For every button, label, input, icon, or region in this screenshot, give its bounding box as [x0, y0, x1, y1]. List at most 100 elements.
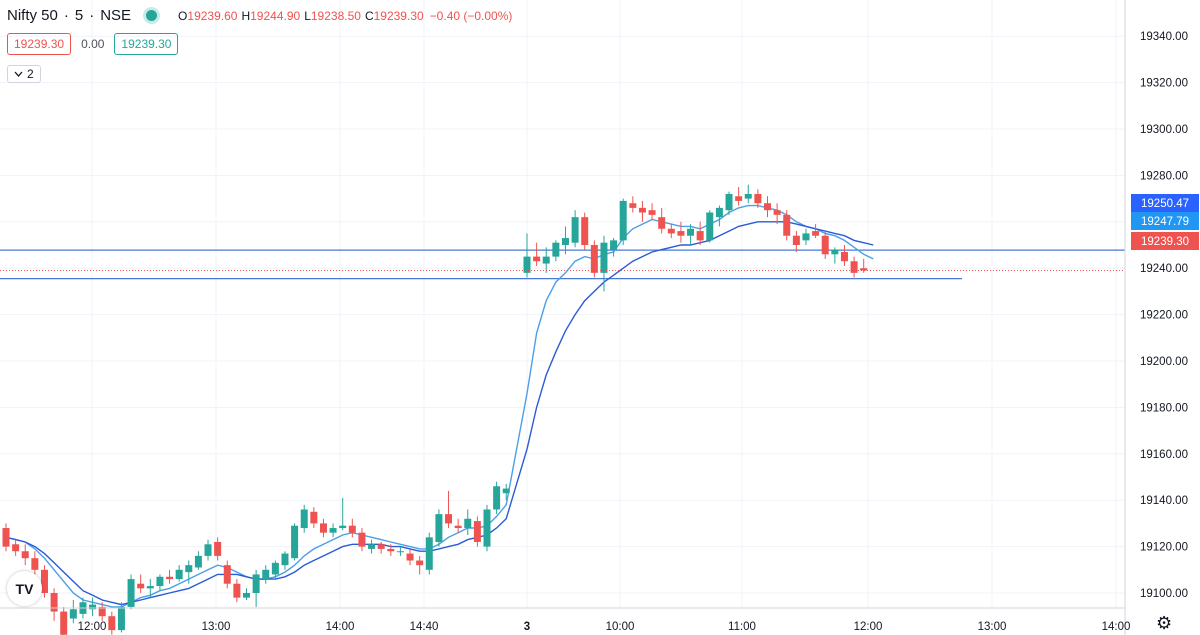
- candle: [610, 238, 618, 257]
- candle: [89, 597, 97, 617]
- candle: [590, 240, 598, 278]
- candle-body: [802, 233, 810, 241]
- time-tick-label: 3: [524, 621, 530, 633]
- candle-body: [175, 569, 183, 580]
- candle: [233, 579, 241, 603]
- candle-body: [502, 488, 510, 494]
- indicators-collapse-button[interactable]: 2: [7, 65, 41, 83]
- candle: [329, 523, 337, 538]
- candle: [581, 212, 589, 250]
- candle-body: [2, 528, 10, 547]
- candle-body: [204, 544, 212, 556]
- candle-body: [658, 217, 666, 229]
- candle-body: [464, 518, 472, 529]
- candle: [454, 518, 462, 533]
- candle: [166, 569, 174, 584]
- candle: [281, 551, 289, 570]
- sell-button[interactable]: 19239.30: [7, 33, 72, 55]
- time-tick-label: 13:00: [978, 621, 1007, 633]
- candle-body: [348, 525, 356, 533]
- high-value: 19244.90: [250, 8, 301, 23]
- price-axis-marker-label: 19250.47: [1141, 198, 1189, 210]
- candle-body: [127, 579, 135, 607]
- candle: [185, 560, 193, 584]
- candle-body: [40, 569, 48, 593]
- candle: [387, 544, 395, 556]
- candle-body: [156, 576, 164, 587]
- candle: [773, 203, 781, 225]
- price-tick-label: 19320.00: [1140, 78, 1188, 90]
- candle: [50, 588, 58, 621]
- interval[interactable]: 5: [74, 7, 84, 24]
- candle-body: [12, 544, 20, 552]
- candle-body: [571, 217, 579, 243]
- low-label: L: [304, 8, 311, 23]
- candle-body: [725, 193, 733, 211]
- candle-body: [744, 193, 752, 199]
- candle: [31, 551, 39, 575]
- buy-button[interactable]: 19239.30: [114, 33, 179, 55]
- candle: [416, 555, 424, 575]
- candle-body: [416, 560, 424, 566]
- candle: [493, 481, 501, 515]
- candle-body: [146, 586, 154, 589]
- candle-body: [552, 242, 560, 257]
- candle-body: [773, 210, 781, 215]
- candle: [396, 546, 404, 556]
- moving-average-slow-line: [5, 221, 874, 606]
- candle: [271, 560, 279, 580]
- candle-body: [821, 235, 829, 255]
- logo-text: TV: [15, 580, 34, 597]
- candle: [127, 574, 135, 610]
- candle: [137, 574, 145, 593]
- candle: [502, 483, 510, 501]
- time-tick-label: 14:40: [410, 621, 439, 633]
- candle: [108, 611, 116, 635]
- candle-body: [850, 261, 858, 273]
- candle: [744, 184, 752, 204]
- tradingview-logo-icon[interactable]: TV: [7, 571, 42, 606]
- price-axis-marker-bg: [1131, 212, 1199, 230]
- price-tick-label: 19300.00: [1140, 124, 1188, 136]
- price-change: −0.40 (−0.00%): [429, 8, 513, 23]
- candle: [406, 548, 414, 566]
- time-tick-label: 11:00: [728, 621, 756, 633]
- candle-body: [706, 212, 714, 241]
- candle-body: [648, 210, 656, 215]
- candles: [2, 184, 868, 635]
- candle-body: [629, 203, 637, 208]
- time-tick-label: 14:00: [326, 621, 355, 633]
- candle: [600, 235, 608, 292]
- candle-body: [117, 606, 125, 631]
- gear-icon[interactable]: ⚙: [1156, 613, 1173, 633]
- candle: [368, 539, 376, 554]
- symbol-name[interactable]: Nifty 50: [7, 7, 58, 24]
- price-tick-label: 19160.00: [1140, 449, 1188, 461]
- open-value: 19239.60: [187, 8, 238, 23]
- chevron-down-icon: [14, 71, 23, 77]
- candle-body: [406, 553, 414, 561]
- candle: [850, 256, 858, 278]
- candle-body: [243, 593, 250, 598]
- candle-body: [783, 214, 791, 236]
- candle: [725, 191, 733, 215]
- price-tick-label: 19240.00: [1140, 263, 1188, 275]
- candle-body: [523, 256, 531, 273]
- candle: [542, 247, 550, 273]
- candle-body: [696, 231, 704, 241]
- spread-value: 0.00: [81, 37, 105, 51]
- symbol-legend: Nifty 50 · 5 · NSE O 19239.60 H 19244.90 L…: [7, 7, 512, 24]
- candle: [21, 544, 29, 566]
- candle-body: [667, 228, 675, 234]
- candle-body: [715, 207, 723, 218]
- candle: [146, 579, 154, 598]
- candle: [2, 523, 10, 552]
- candle-body: [291, 525, 299, 559]
- candle: [658, 207, 666, 234]
- candle-body: [445, 514, 453, 524]
- candle-body: [377, 544, 385, 549]
- open-label: O: [178, 8, 188, 23]
- candle: [523, 233, 531, 278]
